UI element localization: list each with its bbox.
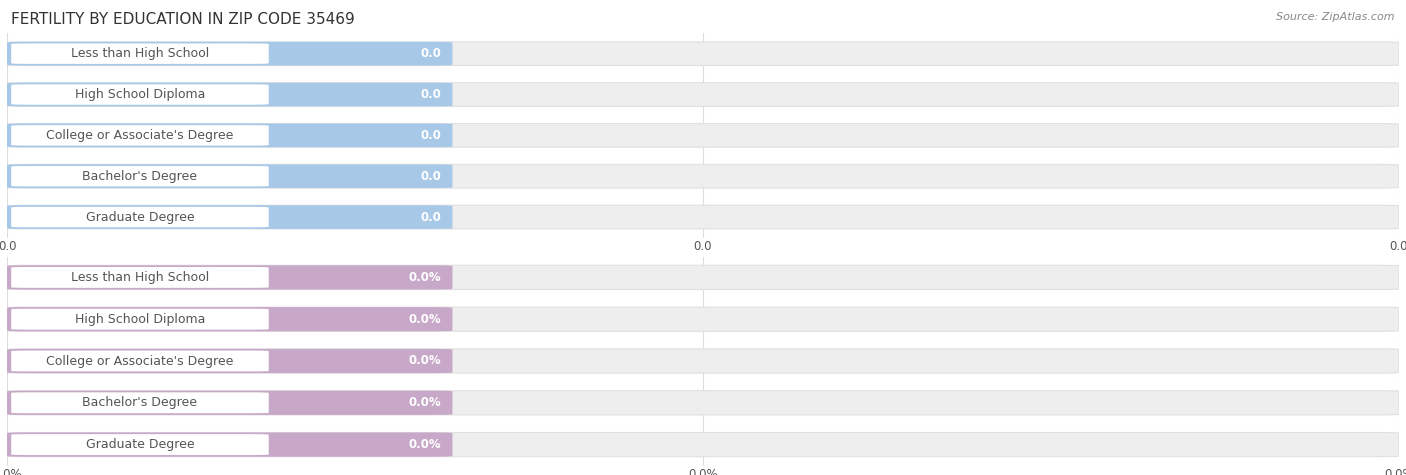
FancyBboxPatch shape bbox=[7, 164, 453, 188]
FancyBboxPatch shape bbox=[7, 390, 453, 415]
FancyBboxPatch shape bbox=[7, 124, 1399, 147]
Text: 0.0%: 0.0% bbox=[409, 313, 441, 326]
Text: College or Associate's Degree: College or Associate's Degree bbox=[46, 129, 233, 142]
Text: 0.0: 0.0 bbox=[420, 88, 441, 101]
FancyBboxPatch shape bbox=[11, 44, 269, 64]
FancyBboxPatch shape bbox=[7, 349, 1399, 373]
FancyBboxPatch shape bbox=[7, 390, 1399, 415]
Text: Less than High School: Less than High School bbox=[70, 271, 209, 284]
FancyBboxPatch shape bbox=[11, 207, 269, 228]
Text: 0.0: 0.0 bbox=[420, 129, 441, 142]
FancyBboxPatch shape bbox=[11, 434, 269, 455]
Text: 0.0%: 0.0% bbox=[409, 354, 441, 368]
FancyBboxPatch shape bbox=[7, 42, 1399, 66]
Text: High School Diploma: High School Diploma bbox=[75, 313, 205, 326]
FancyBboxPatch shape bbox=[11, 309, 269, 330]
Text: Bachelor's Degree: Bachelor's Degree bbox=[83, 170, 197, 183]
FancyBboxPatch shape bbox=[11, 351, 269, 371]
Text: Graduate Degree: Graduate Degree bbox=[86, 438, 194, 451]
FancyBboxPatch shape bbox=[7, 265, 1399, 290]
FancyBboxPatch shape bbox=[7, 265, 453, 290]
FancyBboxPatch shape bbox=[7, 205, 453, 229]
Text: 0.0: 0.0 bbox=[420, 210, 441, 224]
FancyBboxPatch shape bbox=[11, 267, 269, 288]
FancyBboxPatch shape bbox=[7, 164, 1399, 188]
Text: Less than High School: Less than High School bbox=[70, 47, 209, 60]
FancyBboxPatch shape bbox=[11, 166, 269, 186]
Text: FERTILITY BY EDUCATION IN ZIP CODE 35469: FERTILITY BY EDUCATION IN ZIP CODE 35469 bbox=[11, 12, 354, 27]
Text: Graduate Degree: Graduate Degree bbox=[86, 210, 194, 224]
FancyBboxPatch shape bbox=[7, 124, 453, 147]
FancyBboxPatch shape bbox=[7, 307, 1399, 332]
FancyBboxPatch shape bbox=[7, 205, 1399, 229]
FancyBboxPatch shape bbox=[7, 83, 453, 106]
FancyBboxPatch shape bbox=[7, 432, 453, 457]
FancyBboxPatch shape bbox=[11, 85, 269, 104]
Text: 0.0: 0.0 bbox=[420, 47, 441, 60]
Text: Source: ZipAtlas.com: Source: ZipAtlas.com bbox=[1277, 12, 1395, 22]
FancyBboxPatch shape bbox=[11, 392, 269, 413]
FancyBboxPatch shape bbox=[7, 307, 453, 332]
Text: 0.0%: 0.0% bbox=[409, 396, 441, 409]
Text: 0.0%: 0.0% bbox=[409, 438, 441, 451]
Text: High School Diploma: High School Diploma bbox=[75, 88, 205, 101]
FancyBboxPatch shape bbox=[7, 349, 453, 373]
FancyBboxPatch shape bbox=[7, 83, 1399, 106]
FancyBboxPatch shape bbox=[7, 42, 453, 66]
FancyBboxPatch shape bbox=[7, 432, 1399, 457]
Text: Bachelor's Degree: Bachelor's Degree bbox=[83, 396, 197, 409]
Text: College or Associate's Degree: College or Associate's Degree bbox=[46, 354, 233, 368]
Text: 0.0: 0.0 bbox=[420, 170, 441, 183]
Text: 0.0%: 0.0% bbox=[409, 271, 441, 284]
FancyBboxPatch shape bbox=[11, 125, 269, 145]
